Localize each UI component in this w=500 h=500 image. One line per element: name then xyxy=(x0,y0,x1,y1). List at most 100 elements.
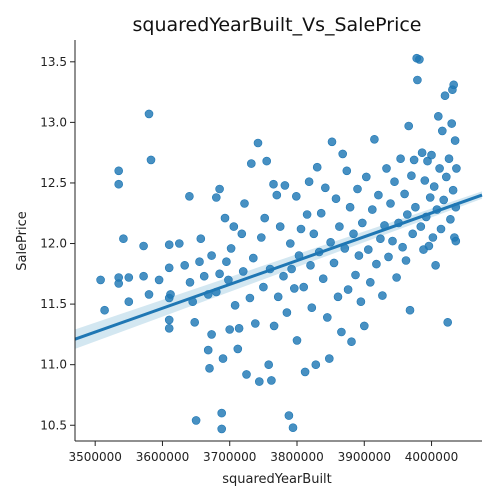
scatter-point xyxy=(180,260,189,270)
scatter-point xyxy=(408,229,418,239)
scatter-point xyxy=(253,138,263,148)
scatter-point xyxy=(225,325,234,334)
scatter-point xyxy=(443,317,453,327)
scatter-point xyxy=(363,245,373,254)
y-tick-label: 13.0 xyxy=(40,115,67,129)
scatter-point xyxy=(164,240,174,249)
scatter-point xyxy=(326,238,335,247)
scatter-point xyxy=(164,323,174,333)
scatter-point xyxy=(139,241,148,251)
scatter-point xyxy=(436,224,446,234)
scatter-point xyxy=(449,80,459,90)
scatter-point xyxy=(217,408,226,418)
scatter-point xyxy=(402,210,412,219)
scatter-point xyxy=(288,423,298,433)
scatter-point xyxy=(262,156,272,166)
scatter-point xyxy=(351,270,360,280)
scatter-point xyxy=(299,282,309,292)
scatter-point xyxy=(154,275,164,285)
scatter-point xyxy=(260,213,270,223)
scatter-point xyxy=(289,284,299,293)
scatter-point xyxy=(307,303,317,313)
x-axis-label: squaredYearBuilt xyxy=(222,472,332,487)
chart-title: squaredYearBuilt_Vs_SalePrice xyxy=(132,14,421,36)
scatter-point xyxy=(238,267,248,276)
scatter-point xyxy=(448,185,458,195)
scatter-point xyxy=(240,199,249,208)
scatter-point xyxy=(417,148,427,157)
scatter-point xyxy=(222,257,231,267)
scatter-point xyxy=(400,189,409,199)
scatter-point xyxy=(249,253,258,263)
x-tick-label: 3500000 xyxy=(68,450,121,464)
scatter-point xyxy=(166,290,175,299)
scatter-point xyxy=(233,344,243,354)
scatter-point xyxy=(312,162,322,172)
scatter-point xyxy=(413,75,422,85)
scatter-point xyxy=(452,164,461,173)
scatter-point xyxy=(300,367,310,377)
scatter-point xyxy=(424,241,434,251)
scatter-point xyxy=(237,229,247,239)
scatter-point xyxy=(218,354,228,363)
scatter-point xyxy=(356,297,366,307)
scatter-point xyxy=(382,164,391,173)
scatter-point xyxy=(437,126,447,136)
scatter-point xyxy=(345,202,355,212)
scatter-point xyxy=(451,236,461,246)
scatter-point xyxy=(423,156,432,166)
scatter-point xyxy=(361,172,371,182)
scatter-point xyxy=(146,155,156,165)
scatter-point xyxy=(311,360,321,370)
scatter-point xyxy=(256,233,266,242)
scatter-point xyxy=(446,215,455,224)
scatter-point xyxy=(316,208,326,218)
scatter-point xyxy=(247,159,256,168)
x-tick-label: 3600000 xyxy=(136,450,189,464)
scatter-point xyxy=(144,109,154,119)
scatter-point xyxy=(306,260,315,270)
scatter-point xyxy=(347,337,356,347)
scatter-point xyxy=(359,321,369,331)
scatter-point xyxy=(331,194,341,203)
scatter-point xyxy=(335,222,344,231)
scatter-point xyxy=(282,308,292,317)
scatter-point xyxy=(124,297,134,307)
scatter-point xyxy=(337,327,346,337)
scatter-point xyxy=(372,259,381,269)
scatter-point xyxy=(215,269,224,279)
scatter-point xyxy=(374,190,383,200)
scatter-point xyxy=(234,323,244,333)
scatter-point xyxy=(124,273,134,282)
scatter-point xyxy=(386,199,395,208)
scatter-point xyxy=(431,260,440,270)
y-tick-label: 13.5 xyxy=(40,55,67,69)
scatter-point xyxy=(411,202,420,212)
scatter-point xyxy=(273,292,283,302)
scatter-point xyxy=(309,229,319,239)
scatter-point xyxy=(164,315,174,325)
scatter-point xyxy=(357,218,367,228)
scatter-point xyxy=(220,213,230,223)
scatter-point xyxy=(367,205,377,214)
scatter-point xyxy=(199,271,209,281)
scatter-point xyxy=(296,224,306,234)
scatter-point xyxy=(185,277,195,287)
scatter-point xyxy=(333,292,343,302)
scatter-point xyxy=(415,55,424,64)
scatter-point xyxy=(388,236,397,246)
scatter-point xyxy=(329,258,339,268)
scatter-point xyxy=(279,271,288,281)
y-tick-label: 12.5 xyxy=(40,176,67,190)
scatter-point xyxy=(401,256,411,265)
scatter-point xyxy=(164,263,174,273)
scatter-point xyxy=(429,182,439,191)
scatter-point xyxy=(390,177,399,186)
scatter-point xyxy=(207,330,216,339)
scatter-point xyxy=(365,277,375,287)
y-axis-label: SalePrice xyxy=(15,211,30,271)
plot-area: 3500000 3600000 3700000 3800000 3900000 40000… xyxy=(40,40,483,464)
scatter-point xyxy=(259,282,268,292)
scatter-point xyxy=(267,376,276,385)
